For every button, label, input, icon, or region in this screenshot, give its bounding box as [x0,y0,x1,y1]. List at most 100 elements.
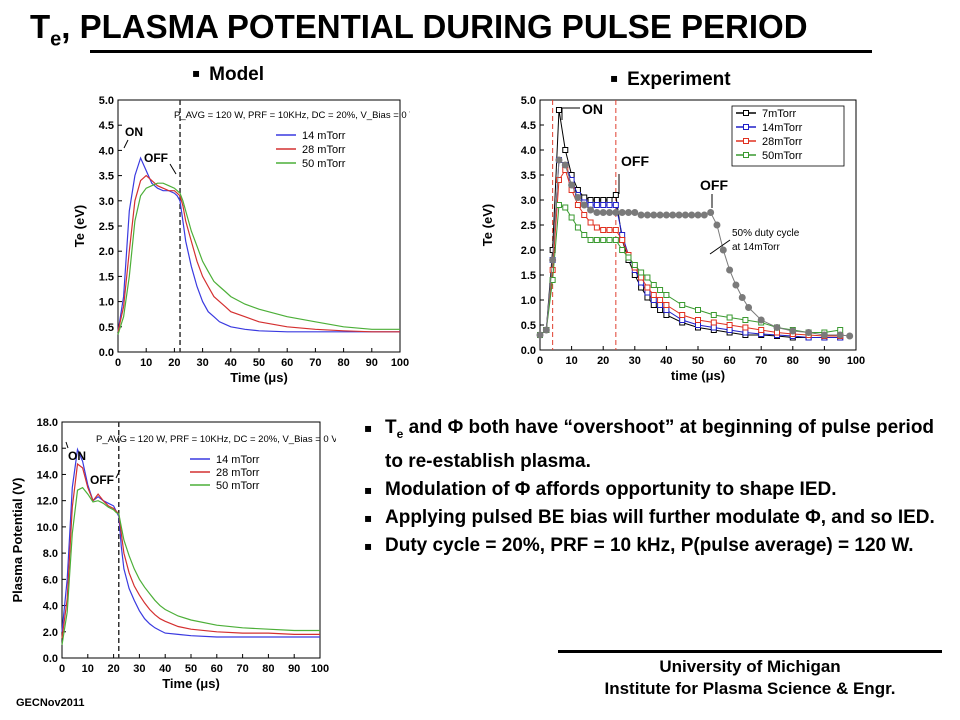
x-tick-label: 0 [115,357,121,369]
bullet-icon: ▪ [192,66,201,80]
data-point [846,332,854,340]
data-point [581,212,588,218]
legend-label: 50 mTorr [302,158,346,170]
data-point [695,307,701,313]
y-tick-label: 3.0 [521,195,536,207]
legend-marker [743,124,749,130]
x-tick-label: 20 [107,663,119,675]
annotation-label: OFF [700,177,728,193]
data-point [542,326,550,334]
x-tick-label: 10 [140,357,152,369]
data-point [732,281,740,289]
data-point [555,202,562,208]
x-tick-label: 70 [309,357,321,369]
data-point [688,211,696,219]
data-point [663,302,670,308]
data-point [536,331,544,339]
data-point [599,209,607,216]
data-point [606,237,613,243]
legend-label: 14 mTorr [302,130,346,142]
x-tick-label: 30 [196,357,208,369]
y-tick-label: 2.0 [521,245,536,257]
y-tick-label: 8.0 [43,548,58,560]
data-point [568,214,575,221]
data-point [593,209,601,216]
data-point [612,227,619,233]
data-point [612,202,619,208]
legend-label: 50 mTorr [216,480,260,492]
data-point [650,302,657,308]
page-title: Te, PLASMA POTENTIAL DURING PULSE PERIOD [30,8,808,51]
data-point [805,329,813,336]
model-te-chart: 0 10 20 30 40 50 60 70 80 90 100 0.0 0.5 1.0 1.5 2.0 2.5… [72,95,410,385]
conference-tag: GECNov2011 [16,697,85,709]
data-point [657,287,664,293]
data-point [606,209,614,216]
data-point [600,227,607,233]
data-point [726,314,733,321]
y-tick-label: 3.5 [99,171,114,183]
plasma-potential-chart: 0 10 20 30 40 50 60 70 80 90 100 0.0 2.0 4.0 6.0 8.0 10.… [10,417,336,691]
data-point [581,232,588,238]
data-point [657,297,664,303]
plot-frame [117,99,401,353]
data-point [624,209,632,216]
data-point [618,209,626,216]
y-tick-label: 4.5 [521,120,536,132]
x-axis-label: time (μs) [671,368,725,383]
x-tick-label: 50 [253,357,265,369]
data-point [745,304,753,311]
y-tick-label: 6.0 [43,574,58,586]
annotation-arrow [709,239,731,255]
data-point [562,204,569,211]
data-point [619,237,626,243]
y-axis-label: Plasma Potential (V) [10,478,25,603]
bullet-icon: ▪ [364,510,373,525]
legend-label: 50mTorr [762,150,803,162]
data-point [643,211,651,219]
y-tick-label: 2.0 [43,627,58,639]
data-point [561,161,569,169]
x-tick-label: 60 [723,355,735,367]
affiliation-line-1: University of Michigan [659,657,841,676]
legend-box [731,105,845,167]
data-point [710,319,717,326]
y-tick-label: 0.0 [99,347,114,359]
x-tick-label: 50 [185,663,197,675]
series-line [61,447,320,638]
data-point [650,282,657,288]
x-tick-label: 20 [597,355,609,367]
data-point [758,327,765,333]
annotation-label: OFF [144,151,168,165]
x-tick-label: 100 [847,355,865,367]
legend-label: 28 mTorr [302,144,346,156]
data-point [638,269,645,276]
y-tick-label: 4.0 [521,145,536,157]
annotation-label: ON [582,101,603,117]
data-point [707,209,715,216]
x-tick-label: 20 [168,357,180,369]
data-point [663,292,670,298]
data-point [679,302,686,308]
x-tick-label: 0 [537,355,543,367]
condition-label: P_AVG = 120 W, PRF = 10KHz, DC = 20%, V_… [174,110,410,121]
experiment-te-chart: 0 10 20 30 40 50 60 70 80 90 100 0.0 0.5 1.0 1.5 2.0 2.5… [480,95,865,383]
data-point [742,324,749,331]
y-tick-label: 16.0 [37,443,58,455]
x-tick-label: 90 [366,357,378,369]
y-tick-label: 18.0 [37,417,58,429]
y-tick-label: 0.5 [99,322,114,334]
data-point [549,267,556,273]
legend-label: 14 mTorr [216,454,260,466]
legend-marker [743,110,749,116]
affiliation-line-2: Institute for Plasma Science & Engr. [604,679,896,698]
data-point [612,192,619,198]
data-point [600,202,607,208]
series-line [117,156,400,333]
data-point [719,246,727,254]
data-point [710,324,717,331]
model-header: ▪ Model [192,64,265,85]
data-point [593,224,600,231]
data-point [710,312,717,318]
x-tick-label: 10 [82,663,94,675]
